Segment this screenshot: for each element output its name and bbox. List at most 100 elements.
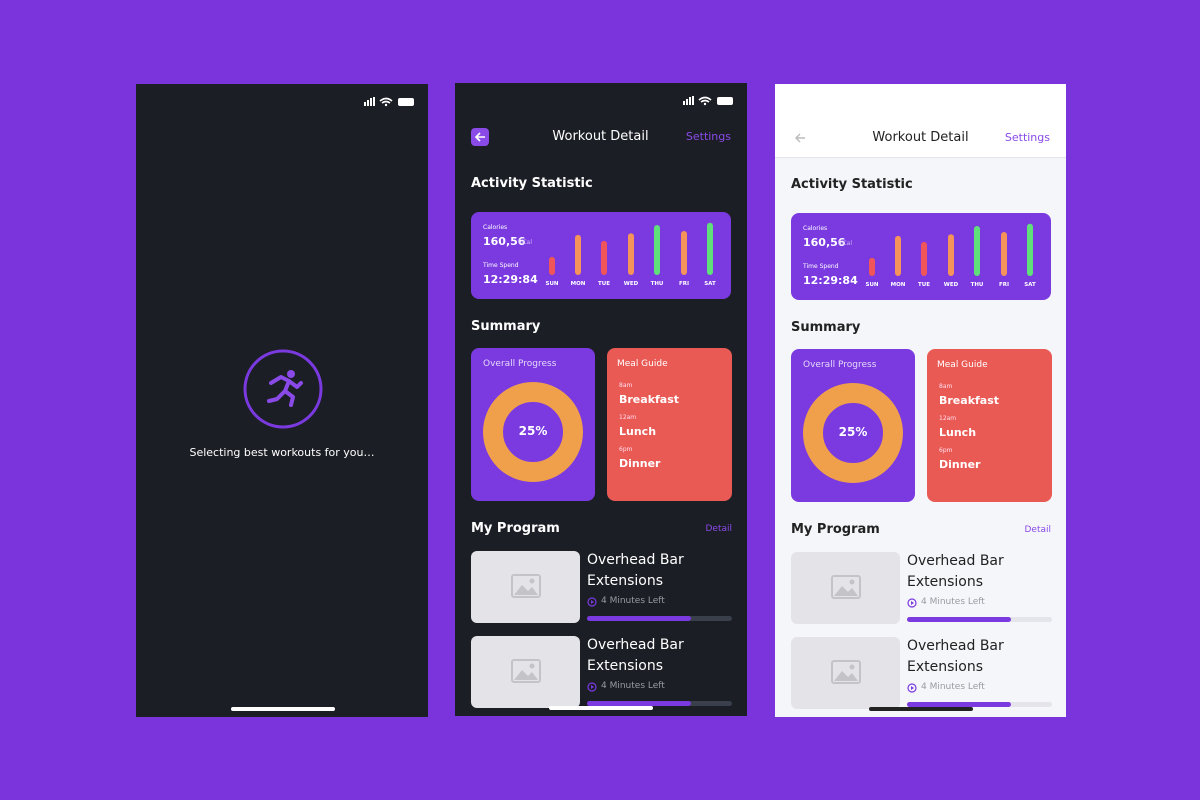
loading-message: Selecting best workouts for you…: [189, 446, 375, 459]
activity-bar: [948, 234, 954, 276]
clock-icon: [907, 598, 917, 608]
day-label: TUE: [918, 282, 930, 288]
program-image[interactable]: [471, 551, 580, 623]
meal-card: Meal Guide 8am Breakfast 12am Lunch 6pm Dinner: [607, 348, 732, 501]
meal-name: Dinner: [619, 457, 661, 470]
activity-bar: [974, 225, 980, 276]
back-button[interactable]: [471, 128, 489, 146]
status-icons: [683, 96, 733, 106]
progress-card: Overall Progress 25%: [471, 348, 595, 501]
section-title: My Program: [791, 522, 880, 537]
activity-card: Calories 160,56 kCal Time Spend 12:29:84 SUN M…: [791, 213, 1051, 300]
progress-track: [907, 617, 1052, 622]
day-label: SUN: [545, 281, 558, 287]
activity-card: Calories 160,56 kCal Time Spend 12:29:84 SUN M…: [471, 212, 731, 299]
day-label: THU: [971, 282, 984, 288]
progress-track: [587, 701, 732, 706]
clock-icon: [587, 597, 597, 607]
progress-title: Overall Progress: [803, 360, 877, 370]
day-label: SAT: [1024, 282, 1036, 288]
section-title: Activity Statistic: [791, 177, 913, 192]
calories-value: 160,56: [483, 235, 526, 248]
meal-name: Breakfast: [939, 394, 1000, 407]
section-title: My Program: [471, 521, 560, 536]
progress-track: [907, 702, 1052, 707]
activity-bar: [549, 256, 555, 275]
clock-icon: [907, 683, 917, 693]
day-label: MON: [571, 281, 586, 287]
day-label: FRI: [999, 282, 1009, 288]
activity-bar: [869, 257, 875, 276]
activity-bar: [654, 224, 660, 275]
detail-screen-light: Workout Detail Settings Activity Statistic…: [775, 84, 1066, 717]
activity-bar: [707, 222, 713, 275]
program-title: Extensions: [587, 573, 664, 589]
loading-screen: Selecting best workouts for you…: [136, 84, 428, 717]
meal-time: 8am: [939, 383, 953, 390]
settings-link[interactable]: Settings: [1004, 131, 1050, 144]
activity-bar: [895, 235, 901, 276]
section-title: Summary: [791, 320, 861, 335]
progress-donut: [483, 382, 583, 482]
meal-time: 6pm: [619, 446, 633, 453]
day-label: MON: [891, 282, 906, 288]
progress-donut: [803, 383, 903, 483]
day-label: WED: [944, 282, 959, 288]
section-title: Activity Statistic: [471, 176, 593, 191]
activity-bar: [628, 233, 634, 275]
back-button[interactable]: [791, 129, 809, 147]
activity-bar: [575, 234, 581, 275]
calories-unit: kCal: [839, 240, 853, 247]
clock-icon: [587, 682, 597, 692]
progress-fill: [587, 701, 692, 706]
meal-name: Breakfast: [619, 393, 680, 406]
program-image[interactable]: [791, 637, 900, 709]
section-title: Summary: [471, 319, 541, 334]
program-title: Extensions: [907, 574, 984, 590]
detail-link[interactable]: Detail: [705, 524, 732, 534]
time-label: Time Spend: [483, 262, 519, 269]
program-title: Overhead Bar: [907, 553, 1004, 569]
program-image[interactable]: [791, 552, 900, 624]
meal-time: 12am: [619, 414, 637, 421]
meal-name: Dinner: [939, 458, 981, 471]
activity-bar: [601, 240, 607, 275]
time-value: 12:29:84: [803, 274, 858, 287]
calories-unit: kCal: [519, 239, 533, 246]
calories-label: Calories: [483, 224, 508, 231]
meal-name: Lunch: [939, 426, 977, 439]
program-title: Extensions: [587, 658, 664, 674]
progress-fill: [907, 617, 1012, 622]
meal-title: Meal Guide: [617, 359, 668, 369]
day-label: THU: [651, 281, 664, 287]
day-label: WED: [624, 281, 639, 287]
settings-link[interactable]: Settings: [685, 130, 731, 143]
day-label: SUN: [865, 282, 878, 288]
meal-time: 8am: [619, 382, 633, 389]
meal-time: 12am: [939, 415, 957, 422]
detail-link[interactable]: Detail: [1024, 525, 1051, 535]
progress-label: 25%: [518, 424, 548, 438]
meal-name: Lunch: [619, 425, 657, 438]
calories-value: 160,56: [803, 236, 846, 249]
progress-title: Overall Progress: [483, 359, 557, 369]
program-title: Overhead Bar: [907, 638, 1004, 654]
day-label: TUE: [598, 281, 610, 287]
progress-fill: [587, 616, 692, 621]
meal-time: 6pm: [939, 447, 953, 454]
activity-chart: SUN MON TUE WED THU FRI SAT: [865, 223, 1036, 288]
time-left: 4 Minutes Left: [601, 681, 665, 691]
program-image[interactable]: [471, 636, 580, 708]
progress-track: [587, 616, 732, 621]
detail-screen-dark: Workout Detail Settings Activity Statistic…: [455, 83, 747, 716]
header-title: Workout Detail: [872, 130, 969, 145]
activity-bar: [681, 231, 687, 275]
header-title: Workout Detail: [552, 129, 649, 144]
status-icons: [364, 97, 414, 107]
time-left: 4 Minutes Left: [921, 597, 985, 607]
time-label: Time Spend: [803, 263, 839, 270]
loading-icon: [243, 349, 323, 429]
progress-fill: [907, 702, 1012, 707]
time-left: 4 Minutes Left: [921, 682, 985, 692]
